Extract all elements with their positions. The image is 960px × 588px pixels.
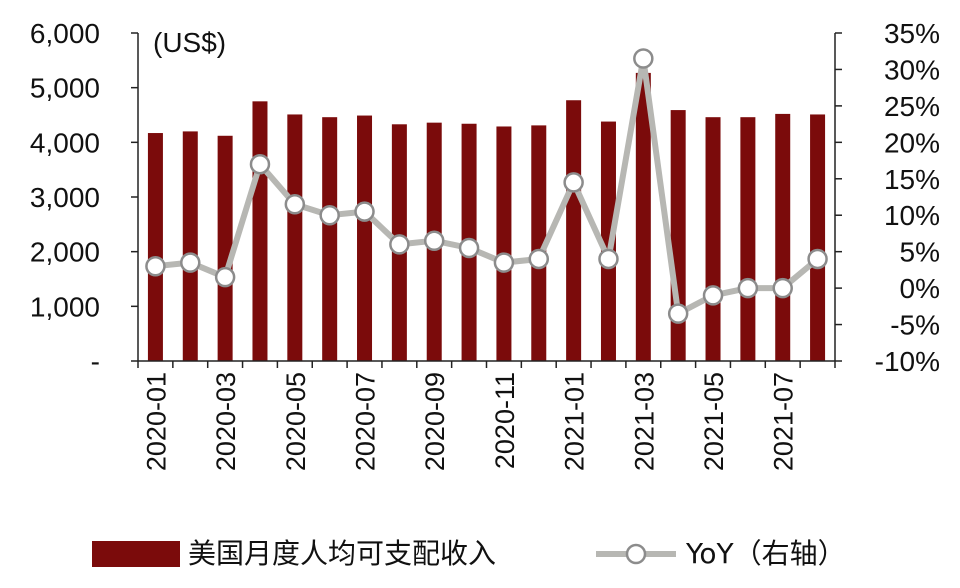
legend-bar-swatch	[92, 541, 180, 567]
bar-2021-03	[635, 72, 651, 361]
x-tick-label: 2020-09	[420, 372, 450, 471]
yoy-point-2021-05	[702, 285, 724, 306]
bar-2020-02	[182, 131, 198, 361]
yoy-point-2021-02	[598, 248, 619, 270]
yoy-point-2020-10	[458, 237, 480, 259]
right-tick-label: 30%	[884, 54, 940, 85]
yoy-point-2020-08	[389, 234, 410, 255]
yoy-point-2020-05	[284, 194, 306, 215]
yoy-point-2021-03	[633, 48, 654, 69]
yoy-point-2021-07	[772, 277, 793, 299]
legend-line-label: YoY（右轴）	[685, 537, 846, 570]
yoy-point-2020-09	[423, 230, 445, 251]
bar-2021-01	[566, 100, 582, 362]
bar-2020-05	[287, 114, 303, 361]
right-tick-label: 20%	[884, 127, 940, 158]
yoy-point-2020-07	[354, 201, 375, 222]
yoy-point-2021-01	[563, 172, 584, 193]
x-tick-label: 2021-01	[560, 372, 590, 471]
legend-bar-label: 美国月度人均可支配收入	[188, 537, 496, 570]
x-tick-label: 2021-03	[629, 372, 659, 471]
legend: 美国月度人均可支配收入 YoY（右轴）	[92, 537, 846, 570]
yoy-markers	[145, 48, 828, 324]
yoy-point-2020-03	[214, 266, 236, 288]
yoy-series	[145, 48, 828, 324]
unit-label: (US$)	[153, 27, 226, 58]
yoy-point-2020-04	[249, 153, 271, 175]
bar-2020-12	[531, 125, 547, 362]
yoy-point-2020-12	[528, 248, 550, 270]
x-tick-label: 2020-11	[490, 372, 520, 469]
bar-2020-07	[357, 115, 373, 362]
right-tick-label: -10%	[875, 346, 940, 377]
bar-2021-05	[705, 117, 721, 361]
yoy-point-2021-08	[807, 248, 828, 270]
x-tick-label: 2020-05	[281, 372, 311, 471]
left-tick-label: -	[91, 346, 100, 377]
right-tick-label: 15%	[884, 164, 940, 195]
left-tick-label: 3,000	[30, 182, 100, 213]
right-tick-label: 10%	[884, 200, 940, 231]
bar-2020-11	[496, 126, 512, 361]
right-tick-label: 0%	[900, 273, 940, 304]
right-tick-label: 35%	[884, 18, 940, 49]
axes: - 1,000 2,000 3,000 4,000 5,000 6,000 -10% -5% 0%…	[30, 18, 940, 471]
yoy-point-2020-01	[145, 255, 166, 277]
yoy-point-2020-02	[180, 252, 201, 273]
bar-2021-07	[775, 113, 791, 361]
x-tick-label: 2021-05	[699, 372, 729, 471]
bar-2020-04	[252, 101, 268, 361]
left-tick-label: 2,000	[30, 237, 100, 268]
bar-2021-06	[740, 117, 756, 361]
bar-2020-03	[217, 135, 233, 361]
yoy-point-2020-06	[319, 204, 340, 226]
yoy-point-2021-04	[667, 303, 689, 324]
bar-2020-01	[147, 133, 163, 361]
yoy-point-2020-11	[493, 252, 515, 273]
x-tick-label: 2021-07	[769, 372, 799, 471]
left-tick-label: 5,000	[30, 73, 100, 104]
left-tick-label: 1,000	[30, 291, 100, 322]
right-tick-label: 5%	[900, 237, 940, 268]
right-tick-label: 25%	[884, 91, 940, 122]
bar-2021-02	[600, 121, 616, 361]
bar-series	[147, 72, 826, 362]
x-tick-label: 2020-03	[211, 372, 241, 471]
x-tick-label: 2020-01	[141, 372, 171, 471]
right-tick-label: -5%	[890, 310, 940, 341]
bar-2021-08	[810, 114, 826, 361]
left-tick-label: 4,000	[30, 127, 100, 158]
bar-2020-06	[322, 117, 338, 361]
x-tick-label: 2020-07	[351, 372, 381, 471]
legend-line-marker	[625, 543, 647, 565]
yoy-point-2021-06	[737, 277, 759, 299]
left-tick-label: 6,000	[30, 18, 100, 49]
